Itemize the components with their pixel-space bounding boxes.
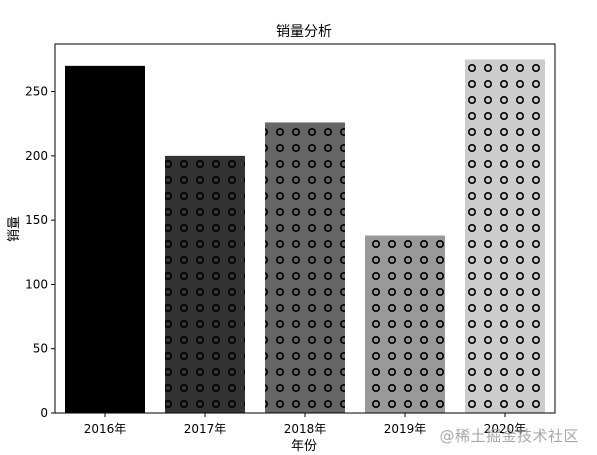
y-tick-label-2: 100: [25, 277, 48, 291]
y-tick-label-4: 200: [25, 149, 48, 163]
y-tick-label-5: 250: [25, 85, 48, 99]
chart-title: 销量分析: [276, 24, 332, 40]
bar-hatch-2: [265, 122, 345, 413]
watermark: @稀土掘金技术社区: [439, 427, 579, 445]
y-tick-label-1: 50: [33, 342, 48, 356]
x-tick-label-0: 2016年: [84, 422, 127, 436]
bar-0: [65, 65, 145, 413]
x-tick-label-4: 2020年: [484, 422, 527, 436]
bar-hatch-4: [465, 59, 545, 414]
y-tick-label-0: 0: [40, 406, 48, 420]
x-tick-label-1: 2017年: [184, 422, 227, 436]
y-axis-label: 销量: [7, 216, 22, 242]
y-tick-label-3: 150: [25, 213, 48, 227]
x-axis-label: 年份: [291, 439, 317, 454]
x-tick-label-2: 2018年: [284, 422, 327, 436]
bar-hatch-1: [165, 155, 245, 413]
x-tick-label-3: 2019年: [384, 422, 427, 436]
bar-hatch-3: [365, 235, 445, 413]
